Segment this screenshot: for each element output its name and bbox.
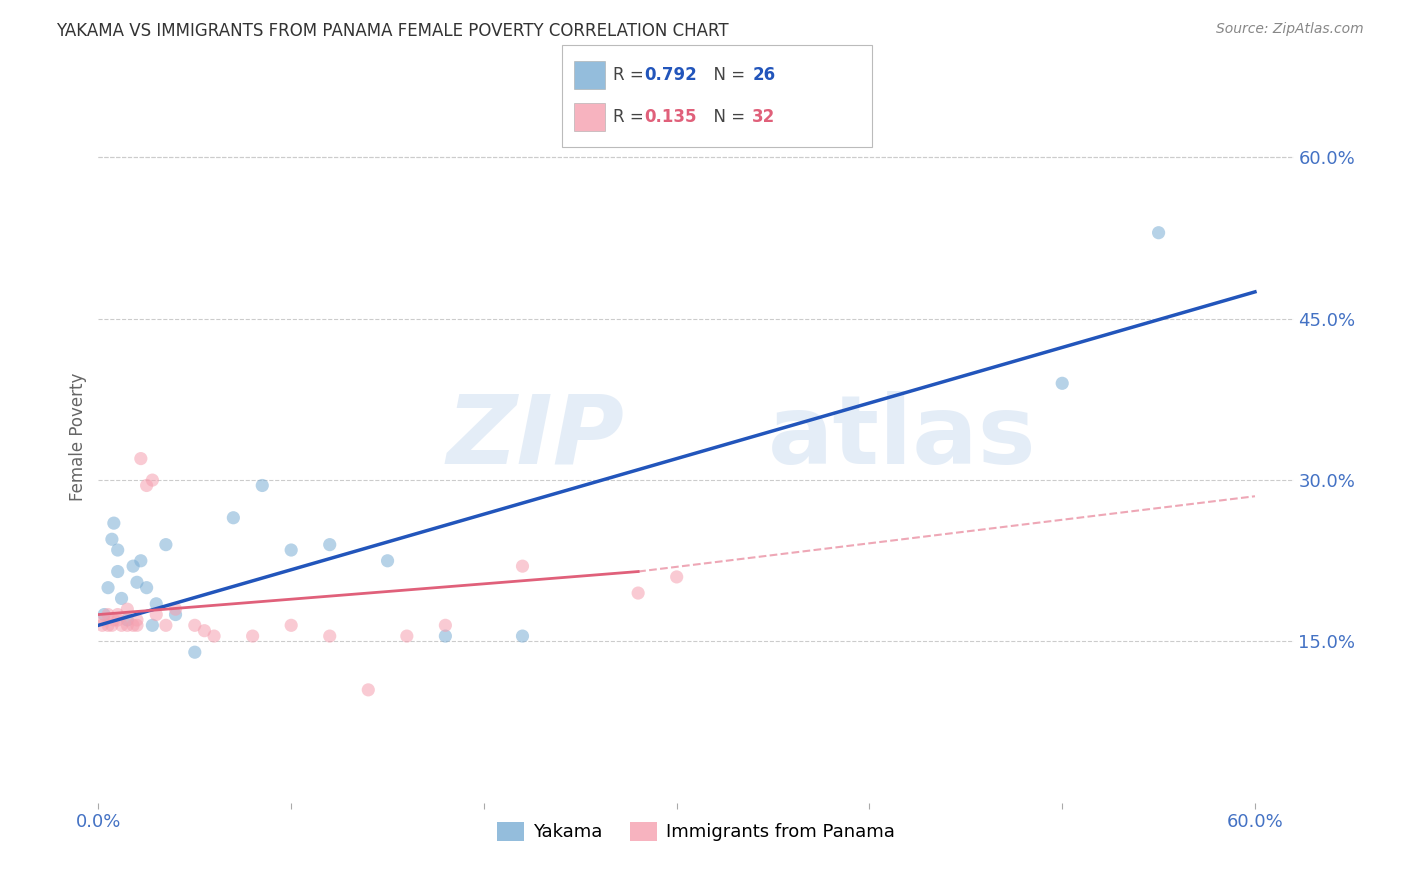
Point [135,478,157,492]
Point [184,645,207,659]
Point [377,554,399,568]
Point [357,682,380,697]
Text: atlas: atlas [768,391,1036,483]
Point [280,618,302,632]
Point [1147,226,1170,240]
Text: R =: R = [613,108,650,126]
Y-axis label: Female Poverty: Female Poverty [69,373,87,501]
Text: 26: 26 [752,66,775,84]
Point [125,575,148,590]
Point [97,581,120,595]
Point [252,478,274,492]
Point [145,607,167,622]
Point [145,597,167,611]
Point [122,618,145,632]
Point [319,538,342,552]
Point [202,629,225,643]
Point [103,516,125,530]
Text: R =: R = [613,66,650,84]
Point [512,629,534,643]
Text: 0.792: 0.792 [644,66,697,84]
Point [193,624,215,638]
Point [129,554,152,568]
Point [91,618,114,632]
Text: YAKAMA VS IMMIGRANTS FROM PANAMA FEMALE POVERTY CORRELATION CHART: YAKAMA VS IMMIGRANTS FROM PANAMA FEMALE … [56,22,728,40]
Point [101,533,124,547]
Point [101,618,124,632]
Point [122,559,145,574]
Point [129,451,152,466]
Point [117,618,139,632]
Text: ZIP: ZIP [446,391,624,483]
Text: 32: 32 [752,108,776,126]
Point [97,618,120,632]
Point [107,613,129,627]
Point [222,510,245,524]
Point [125,613,148,627]
Point [280,543,302,558]
Point [155,538,177,552]
Point [135,581,157,595]
Point [141,618,163,632]
Point [117,602,139,616]
Point [107,543,129,558]
Point [512,559,534,574]
Point [125,618,148,632]
Text: 0.135: 0.135 [644,108,696,126]
Point [1050,376,1073,391]
Point [165,607,187,622]
Point [395,629,418,643]
Point [665,570,688,584]
Point [107,565,129,579]
Point [434,618,457,632]
Point [93,607,115,622]
Point [103,613,125,627]
Point [165,602,187,616]
Text: N =: N = [703,108,751,126]
Point [97,607,120,622]
Point [107,607,129,622]
Point [141,473,163,487]
Point [319,629,342,643]
Point [155,618,177,632]
Point [93,613,115,627]
Point [434,629,457,643]
Point [242,629,264,643]
Point [627,586,650,600]
Text: Source: ZipAtlas.com: Source: ZipAtlas.com [1216,22,1364,37]
Point [117,613,139,627]
Legend: Yakama, Immigrants from Panama: Yakama, Immigrants from Panama [489,814,903,848]
Point [184,618,207,632]
Point [110,591,132,606]
Point [110,618,132,632]
Text: N =: N = [703,66,751,84]
